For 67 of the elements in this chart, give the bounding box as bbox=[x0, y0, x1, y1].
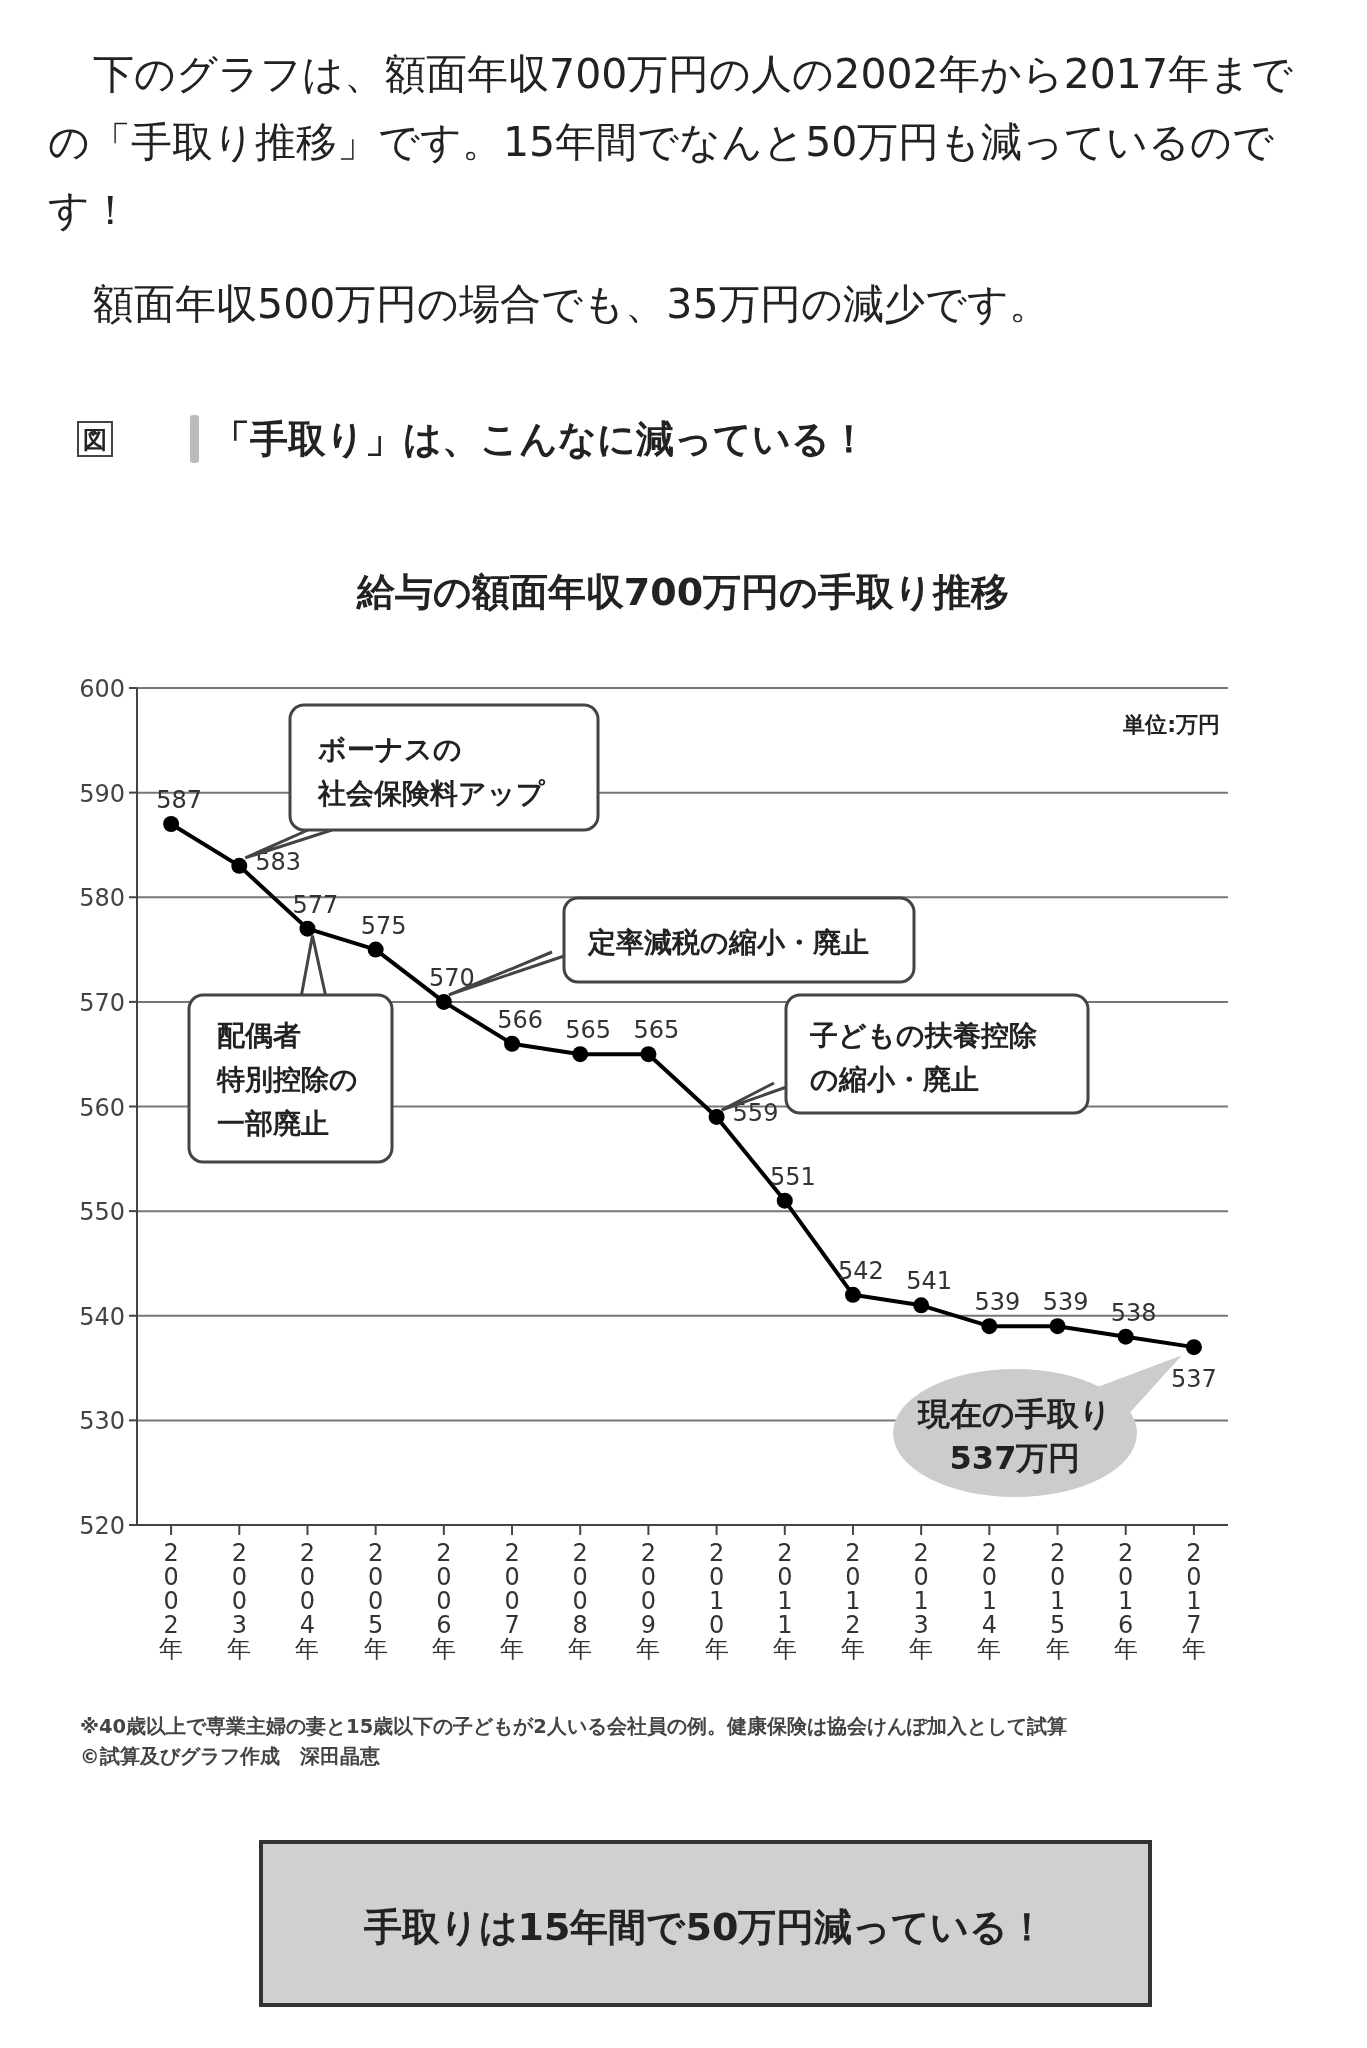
y-tick-label: 580 bbox=[79, 884, 125, 913]
x-tick-label: 2002年 bbox=[159, 1539, 184, 1663]
x-tick-label: 2005年 bbox=[363, 1539, 388, 1663]
chart-title: 給与の額面年収700万円の手取り推移 bbox=[355, 570, 1010, 614]
point bbox=[640, 1046, 657, 1063]
data-label: 541 bbox=[906, 1267, 953, 1296]
data-label: 542 bbox=[838, 1256, 884, 1285]
point bbox=[1049, 1318, 1066, 1335]
x-tick-label: 2010年 bbox=[704, 1539, 729, 1663]
x-tick-label: 2016年 bbox=[1113, 1539, 1138, 1663]
x-tick-label: 2012年 bbox=[840, 1539, 865, 1663]
x-tick-label: 2013年 bbox=[909, 1539, 934, 1663]
data-label: 570 bbox=[428, 963, 475, 992]
data-label: 565 bbox=[633, 1016, 680, 1045]
x-tick-label: 2014年 bbox=[977, 1539, 1002, 1663]
point bbox=[708, 1108, 725, 1125]
point bbox=[504, 1035, 521, 1052]
x-tick-label: 2003年 bbox=[227, 1539, 252, 1663]
point bbox=[163, 816, 180, 833]
y-tick-label: 590 bbox=[79, 779, 125, 808]
y-tick-label: 530 bbox=[79, 1407, 125, 1436]
point bbox=[844, 1286, 861, 1303]
point bbox=[1185, 1339, 1202, 1356]
y-tick-label: 560 bbox=[79, 1093, 125, 1122]
data-label: 539 bbox=[1042, 1288, 1089, 1317]
summary-box: 手取りは15年間で50万円減っている！ bbox=[259, 1840, 1152, 2007]
x-tick-label: 2008年 bbox=[568, 1539, 593, 1663]
data-label: 566 bbox=[497, 1005, 543, 1034]
x-tick-label: 2017年 bbox=[1181, 1539, 1206, 1663]
annotation: 現在の手取り537万円 bbox=[917, 1395, 1112, 1477]
data-label: 539 bbox=[974, 1288, 1021, 1317]
point bbox=[367, 941, 384, 958]
y-tick-label: 520 bbox=[79, 1512, 125, 1540]
point bbox=[913, 1297, 930, 1314]
x-tick-label: 2015年 bbox=[1045, 1539, 1070, 1663]
data-label: 551 bbox=[769, 1162, 816, 1191]
text: 下のグラフは、額面年収700万円の人の2002年から2017年までの「手取り推移」です。15年間でなんと50万円も減っているのです！ bbox=[48, 49, 1295, 236]
annotation: 配偶者特別控除の一部廃止 bbox=[216, 1019, 358, 1140]
data-label: 565 bbox=[565, 1016, 612, 1045]
point bbox=[299, 920, 316, 937]
x-tick-label: 2006年 bbox=[431, 1539, 456, 1663]
x-tick-label: 2011年 bbox=[772, 1539, 797, 1663]
text: ©試算及びグラフ作成 深田晶恵 bbox=[80, 1745, 380, 1768]
x-tick-label: 2004年 bbox=[295, 1539, 320, 1663]
annotation: 単位:万円 bbox=[1122, 712, 1220, 737]
text: 額面年収500万円の場合でも、35万円の減少です。 bbox=[92, 279, 1051, 330]
point bbox=[776, 1192, 793, 1209]
annotation: ボーナスの社会保険料アップ bbox=[317, 733, 546, 810]
point bbox=[981, 1318, 998, 1335]
y-tick-label: 540 bbox=[79, 1302, 125, 1331]
chart-subtitle: 「手取り」は、こんなに減っている！ bbox=[212, 417, 868, 461]
x-tick-label: 2007年 bbox=[500, 1539, 525, 1663]
point bbox=[1117, 1328, 1134, 1345]
point bbox=[572, 1046, 589, 1063]
data-label: 587 bbox=[156, 786, 202, 815]
point bbox=[231, 857, 248, 874]
point bbox=[435, 993, 452, 1010]
annotation: 定率減税の縮小・廃止 bbox=[587, 926, 869, 959]
text: 図 bbox=[83, 426, 107, 454]
y-tick-label: 550 bbox=[79, 1198, 125, 1227]
text: ※40歳以上で専業主婦の妻と15歳以下の子どもが2人いる会社員の例。健康保険は協会けんぽ加入として試算 bbox=[80, 1715, 1067, 1738]
y-tick-label: 570 bbox=[79, 988, 125, 1017]
data-label: 577 bbox=[292, 890, 339, 919]
annotation: 子どもの扶養控除の縮小・廃止 bbox=[809, 1019, 1037, 1096]
y-tick-label: 600 bbox=[79, 675, 125, 703]
data-label: 537 bbox=[1171, 1365, 1217, 1394]
x-tick-label: 2009年 bbox=[636, 1539, 661, 1663]
